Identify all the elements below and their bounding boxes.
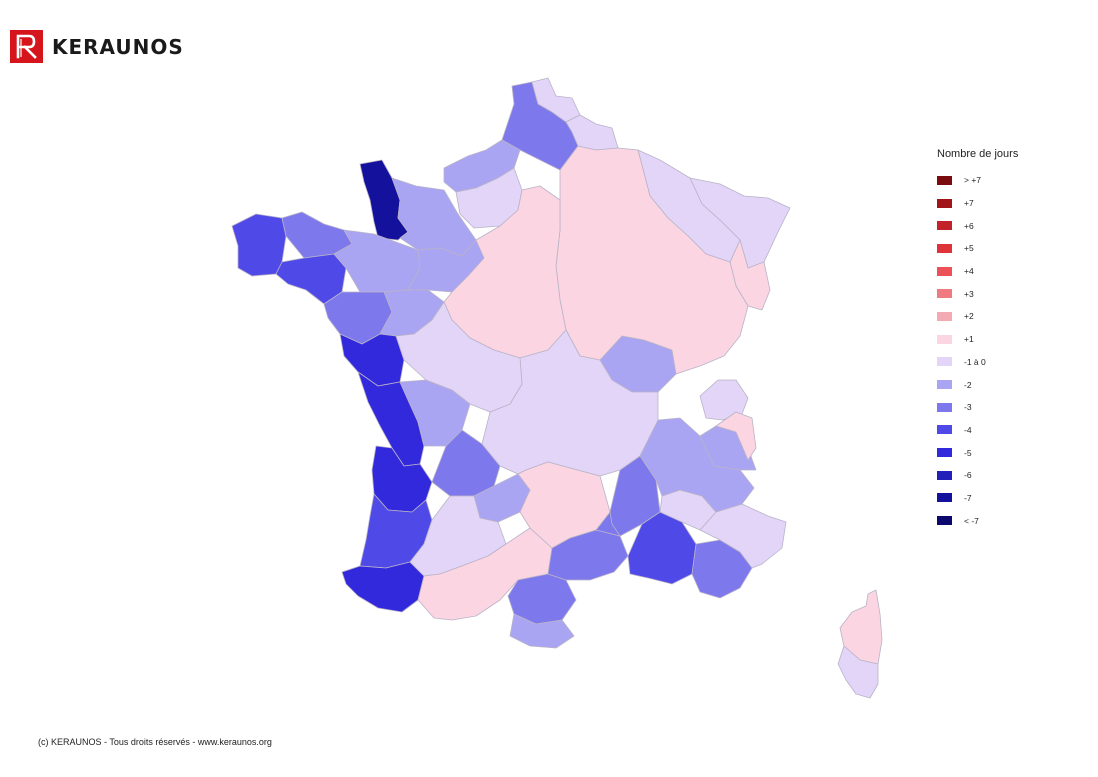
- legend-label: +6: [964, 220, 974, 231]
- legend-swatch: [937, 425, 952, 435]
- legend-item: +7: [937, 192, 1067, 215]
- map-zone-vendee: [339, 333, 405, 387]
- map-zone-pyrenees-atlantiques: [341, 561, 425, 613]
- legend-label: +5: [964, 243, 974, 254]
- map-zone-cantal: [517, 461, 611, 549]
- keraunos-logo-mark: [10, 30, 43, 63]
- legend-item: -5: [937, 441, 1067, 464]
- legend-swatch: [937, 448, 952, 458]
- legend-swatch: [937, 311, 952, 321]
- map-zone-finistere: [231, 213, 287, 277]
- legend-item: +3: [937, 282, 1067, 305]
- legend-swatch: [937, 357, 952, 367]
- legend-title: Nombre de jours: [937, 148, 1019, 160]
- map-zone-charente-maritime: [357, 371, 425, 467]
- legend-item: -1 à 0: [937, 351, 1067, 374]
- legend-label: -4: [964, 424, 972, 435]
- legend-item: +5: [937, 237, 1067, 260]
- legend-item: +1: [937, 328, 1067, 351]
- legend-label: +7: [964, 198, 974, 209]
- map-zone-morbihan: [275, 253, 347, 305]
- legend-swatch: [937, 380, 952, 390]
- legend-swatch: [937, 493, 952, 503]
- legend-item: -4: [937, 419, 1067, 442]
- legend-label: +4: [964, 266, 974, 277]
- map-zone-corse-sud: [837, 645, 879, 699]
- legend-swatch: [937, 402, 952, 412]
- legend-swatch: [937, 198, 952, 208]
- legend-swatch: [937, 289, 952, 299]
- legend-rows: > +7 +7 +6 +5 +4 +3 +2 +1 -1 à 0 -2 -3 -4 -5 -6 -7 < -7: [937, 169, 1067, 532]
- legend-swatch: [937, 221, 952, 231]
- legend-label: -1 à 0: [964, 356, 986, 367]
- legend-item: > +7: [937, 169, 1067, 192]
- map-zone-pyrenees-orientales: [509, 613, 575, 649]
- map-zone-alpes-maritimes: [699, 503, 787, 569]
- legend-item: +2: [937, 305, 1067, 328]
- legend-swatch: [937, 516, 952, 526]
- legend-label: -5: [964, 447, 972, 458]
- legend-swatch: [937, 175, 952, 185]
- legend-swatch: [937, 470, 952, 480]
- legend-swatch: [937, 266, 952, 276]
- copyright-footer: (c) KERAUNOS - Tous droits réservés - ww…: [38, 737, 272, 747]
- legend-swatch: [937, 334, 952, 344]
- legend-label: +1: [964, 334, 974, 345]
- logo-r-icon: [16, 34, 37, 59]
- map-zone-haute-savoie: [699, 379, 749, 421]
- legend-label: -2: [964, 379, 972, 390]
- legend: Nombre de jours > +7 +7 +6 +5 +4 +3 +2 +1 -1 à 0…: [937, 148, 1067, 532]
- map-zone-limousin: [395, 301, 523, 413]
- legend-item: +4: [937, 260, 1067, 283]
- legend-item: -2: [937, 373, 1067, 396]
- legend-label: < -7: [964, 515, 979, 526]
- map-zone-drome: [639, 417, 755, 513]
- legend-item: -3: [937, 396, 1067, 419]
- legend-item: < -7: [937, 509, 1067, 532]
- keraunos-logo: KERAUNOS: [10, 30, 184, 63]
- legend-label: > +7: [964, 175, 982, 186]
- legend-label: +3: [964, 288, 974, 299]
- legend-label: -7: [964, 492, 972, 503]
- map-zone-savoie: [715, 411, 757, 461]
- legend-swatch: [937, 243, 952, 253]
- brand-name: KERAUNOS: [52, 34, 184, 59]
- legend-item: -6: [937, 464, 1067, 487]
- legend-item: +6: [937, 214, 1067, 237]
- legend-item: -7: [937, 487, 1067, 510]
- legend-label: -6: [964, 470, 972, 481]
- legend-label: -3: [964, 402, 972, 413]
- legend-label: +2: [964, 311, 974, 322]
